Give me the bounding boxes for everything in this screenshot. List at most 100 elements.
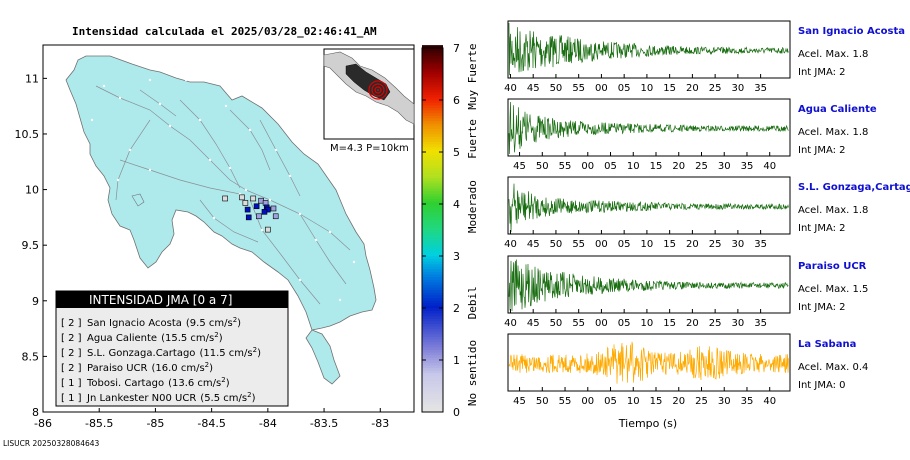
waveform-tick-label: 00 [595,83,608,94]
intensity-map: -86 -85.5 -85 -84.5 -84 -83.5 -83 8 8.5 9 9.5 10 10… [15,44,415,430]
waveform-tick-label: 15 [650,396,663,407]
colorbar-band [422,232,443,236]
colorbar-band [422,333,443,337]
colorbar-band [422,136,443,140]
town-dot [260,228,264,232]
colorbar-band [422,328,443,332]
town-dot [208,158,212,162]
colorbar-band [422,58,443,62]
colorbar-category-label: Muy Fuerte [466,43,479,109]
waveform-trace [508,22,789,76]
town-dot [224,104,228,108]
colorbar-band [422,393,443,397]
waveform-tick-label: 45 [527,83,540,94]
town-dot [352,260,356,264]
colorbar-band [422,84,443,88]
legend-unit-superscript: 2 [205,361,209,369]
legend-row: [ 2 ] San Ignacio Acosta (9.5 cm/s2) [61,316,241,329]
colorbar-band [422,107,443,111]
legend-close: ) [257,348,261,359]
colorbar-band [422,71,443,75]
colorbar-category-labels: No sentido Debil Moderado Fuerte Muy Fuerte [466,43,479,406]
x-tick-label: -86 [34,417,52,430]
station-acel-max: Acel. Max. 1.5 [798,284,868,295]
colorbar-band [422,97,443,101]
land-polygon [65,55,377,331]
colorbar-band [422,338,443,343]
waveform-tick-label: 40 [763,396,776,407]
colorbar-band [422,310,443,314]
town-dot [168,124,172,128]
colorbar-band [422,370,443,374]
waveform-tick-label: 05 [618,83,631,94]
inset-magnitude-label: M=4.3 P=10km [330,143,409,154]
x-axis-label: Tiempo (s) [618,417,677,430]
footer-id: LISUCR 20250328084643 [3,439,100,448]
colorbar-category-label: Fuerte [466,119,479,159]
intensity-cell [253,203,260,210]
colorbar-gradient [422,45,443,413]
colorbar-band [422,237,443,241]
legend-value: (15.5 cm/s [161,333,214,344]
y-axis-ticks: 8 8.5 9 9.5 10 10.5 11 [15,72,47,419]
waveform-tick-label: 30 [732,83,745,94]
colorbar-band [422,149,443,153]
colorbar-band [422,94,443,98]
colorbar-band [422,375,443,379]
island-polygon [131,193,145,207]
colorbar-band [422,286,443,291]
intensity-cell [244,206,251,213]
waveform-tick-label: 25 [709,318,722,329]
legend-row: [ 1 ] Tobosi. Cartago (13.6 cm/s2) [61,376,230,389]
colorbar-band [422,224,443,228]
waveform-panels: 40 45 50 55 00 05 10 15 20 25 30 35 San Ignacio Acos… [504,20,910,407]
colorbar-tick-label: 5 [453,146,460,159]
colorbar-band [422,245,443,249]
waveform-tick-label: 25 [695,161,708,172]
map-title: Intensidad calculada el 2025/03/28_02:46… [72,25,377,38]
colorbar-band [422,253,443,257]
colorbar-band [422,78,443,83]
station-acel-max: Acel. Max. 0.4 [798,362,868,373]
colorbar-band [422,299,443,304]
intensity-cell [250,195,257,202]
waveform-tick-label: 50 [550,239,563,250]
waveform-panel: 40 45 50 55 00 05 10 15 20 25 30 35 San Ignacio Acos… [504,20,905,94]
waveform-tick-label: 25 [709,239,722,250]
waveform-tick-label: 35 [741,161,754,172]
waveform-tick-label: 15 [650,161,663,172]
legend-level: [ 1 ] [61,378,82,389]
colorbar-band [422,351,443,356]
waveform-tick-label: 05 [604,396,617,407]
colorbar-band [422,325,443,330]
colorbar-band [422,312,443,317]
colorbar-tick-label: 0 [453,406,460,419]
legend-level: [ 2 ] [61,318,82,329]
town-dot [90,118,94,122]
colorbar-tick-label: 2 [453,302,460,315]
y-tick-label: 9.5 [22,239,40,252]
colorbar-band [422,227,443,231]
colorbar-band [422,247,443,252]
colorbar-band [422,354,443,358]
waveform-tick-label: 00 [595,318,608,329]
town-dot [268,198,272,202]
waveform-tick-label: 10 [627,396,640,407]
waveform-panel: 45 50 55 00 05 10 15 20 25 30 35 40 Agua Caliente Ace… [507,98,877,172]
colorbar-band [422,242,443,246]
colorbar-band [422,167,443,171]
colorbar-band [422,60,443,64]
waveform-tick-label: 20 [672,161,685,172]
colorbar-band [422,341,443,345]
colorbar-band [422,271,443,275]
colorbar-band [422,201,443,205]
colorbar-band [422,305,443,309]
intensity-cell [245,214,252,221]
intensity-cell [222,195,228,202]
waveform-tick-label: 50 [550,318,563,329]
town-dot [212,216,216,220]
colorbar-tick-label: 4 [453,198,460,211]
legend-row: [ 2 ] Paraiso UCR (16.0 cm/s2) [61,361,213,374]
waveform-trace [508,101,789,155]
colorbar-band [422,346,443,350]
